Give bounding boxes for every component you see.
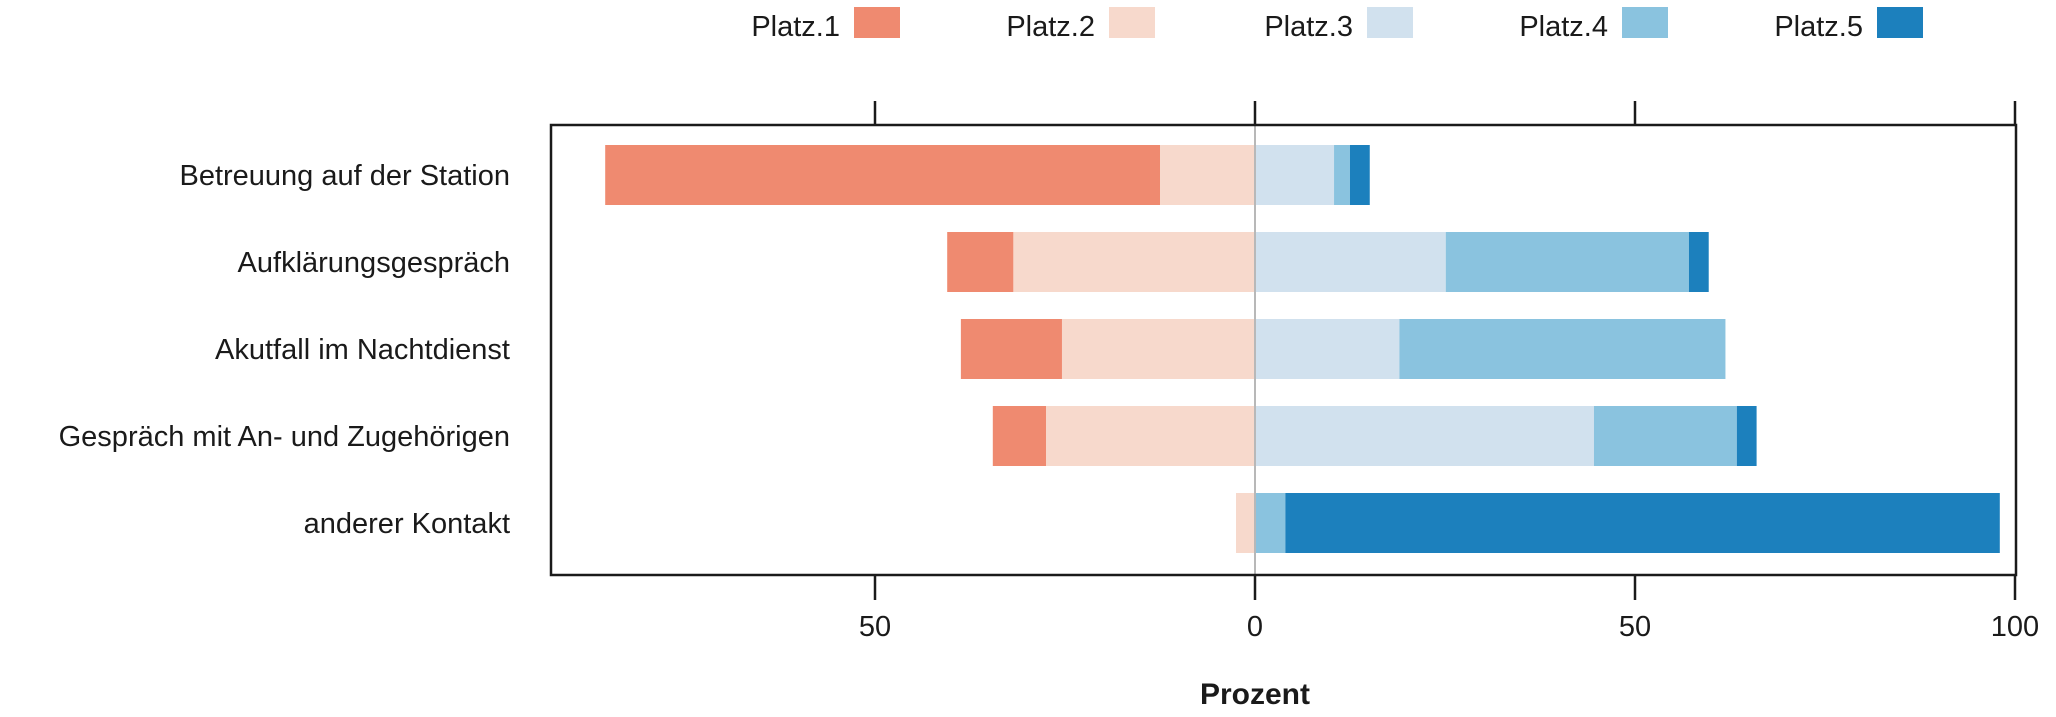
x-tick-label: 100 [1991,611,2039,643]
bar-platz5-row2 [1688,232,1709,292]
x-tick-label: 0 [1247,611,1263,643]
legend-swatch [854,7,900,38]
category-label: anderer Kontakt [304,508,510,540]
legend-label: Platz.4 [1519,11,1608,43]
x-tick-label: 50 [859,611,891,643]
x-tick-label: 50 [1619,611,1651,643]
bar-platz5-row1 [1350,145,1370,205]
legend-label: Platz.3 [1264,11,1353,43]
bar-platz2-row2 [1013,232,1255,292]
legend-swatch [1109,7,1155,38]
bar-platz1-row2 [947,232,1014,292]
bar-platz2-row3 [1061,319,1255,379]
bar-platz4-row5 [1255,493,1286,553]
category-label: Gespräch mit An- und Zugehörigen [59,421,510,453]
bars [605,145,2000,553]
bar-platz3-row4 [1255,406,1594,466]
category-label: Betreuung auf der Station [179,160,510,192]
legend-swatch [1622,7,1668,38]
category-label: Akutfall im Nachtdienst [215,334,510,366]
bar-platz4-row3 [1399,319,1726,379]
bar-platz3-row3 [1255,319,1400,379]
bar-platz1-row4 [992,406,1046,466]
top-axis [873,101,2017,125]
bar-platz5-row5 [1285,493,2000,553]
category-labels: Betreuung auf der Station Aufklärungsgesp… [59,160,510,540]
bar-platz2-row5 [1236,493,1255,553]
legend: Platz.1 Platz.2 Platz.3 Platz.4 Platz.5 [751,7,1923,43]
bar-platz1-row1 [605,145,1160,205]
bar-platz1-row3 [960,319,1062,379]
legend-label: Platz.5 [1774,11,1863,43]
bar-platz4-row2 [1445,232,1689,292]
bar-platz2-row1 [1160,145,1255,205]
legend-swatch [1877,7,1923,38]
bar-platz4-row1 [1334,145,1350,205]
bar-platz2-row4 [1046,406,1255,466]
bar-platz5-row4 [1736,406,1757,466]
x-axis-title: Prozent [1200,678,1310,711]
bottom-axis: 50 0 50 100 [859,575,2039,643]
legend-label: Platz.2 [1006,11,1095,43]
legend-label: Platz.1 [751,11,840,43]
bar-platz3-row2 [1255,232,1446,292]
bar-platz4-row4 [1593,406,1737,466]
legend-swatch [1367,7,1413,38]
plot-frame [549,123,2018,577]
category-label: Aufklärungsgespräch [238,247,510,279]
bar-platz3-row1 [1255,145,1335,205]
